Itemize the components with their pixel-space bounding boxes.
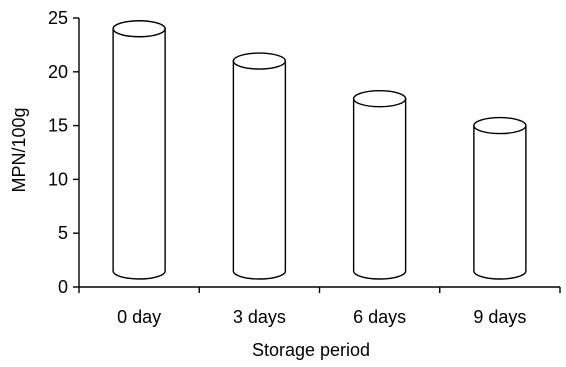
bar-top <box>232 52 287 70</box>
bar-body <box>352 98 407 280</box>
x-tick-label: 6 days <box>353 307 406 327</box>
y-tick-label: 10 <box>48 169 68 189</box>
x-tick-label: 9 days <box>473 307 526 327</box>
y-tick-label: 25 <box>48 8 68 28</box>
bar <box>112 20 166 280</box>
bar-body <box>112 28 166 280</box>
x-axis-label: Storage period <box>252 340 370 360</box>
y-tick-label: 0 <box>58 277 68 297</box>
axes <box>73 17 561 293</box>
bar-top <box>112 20 166 38</box>
bar <box>232 52 287 280</box>
x-tick-label: 3 days <box>233 307 286 327</box>
bar-body <box>232 60 287 280</box>
bar-top <box>473 116 527 135</box>
bar <box>352 89 407 280</box>
bars <box>112 20 527 280</box>
tick-labels: 0 5 10 15 20 25 0 day 3 days 6 days 9 days <box>48 8 526 327</box>
x-tick-label: 0 day <box>117 307 161 327</box>
bar <box>473 116 527 280</box>
y-axis-label: MPN/100g <box>9 107 29 192</box>
y-tick-label: 5 <box>58 223 68 243</box>
y-tick-label: 15 <box>48 116 68 136</box>
bar-top <box>352 89 407 108</box>
bar-body <box>473 124 527 280</box>
y-tick-label: 20 <box>48 62 68 82</box>
